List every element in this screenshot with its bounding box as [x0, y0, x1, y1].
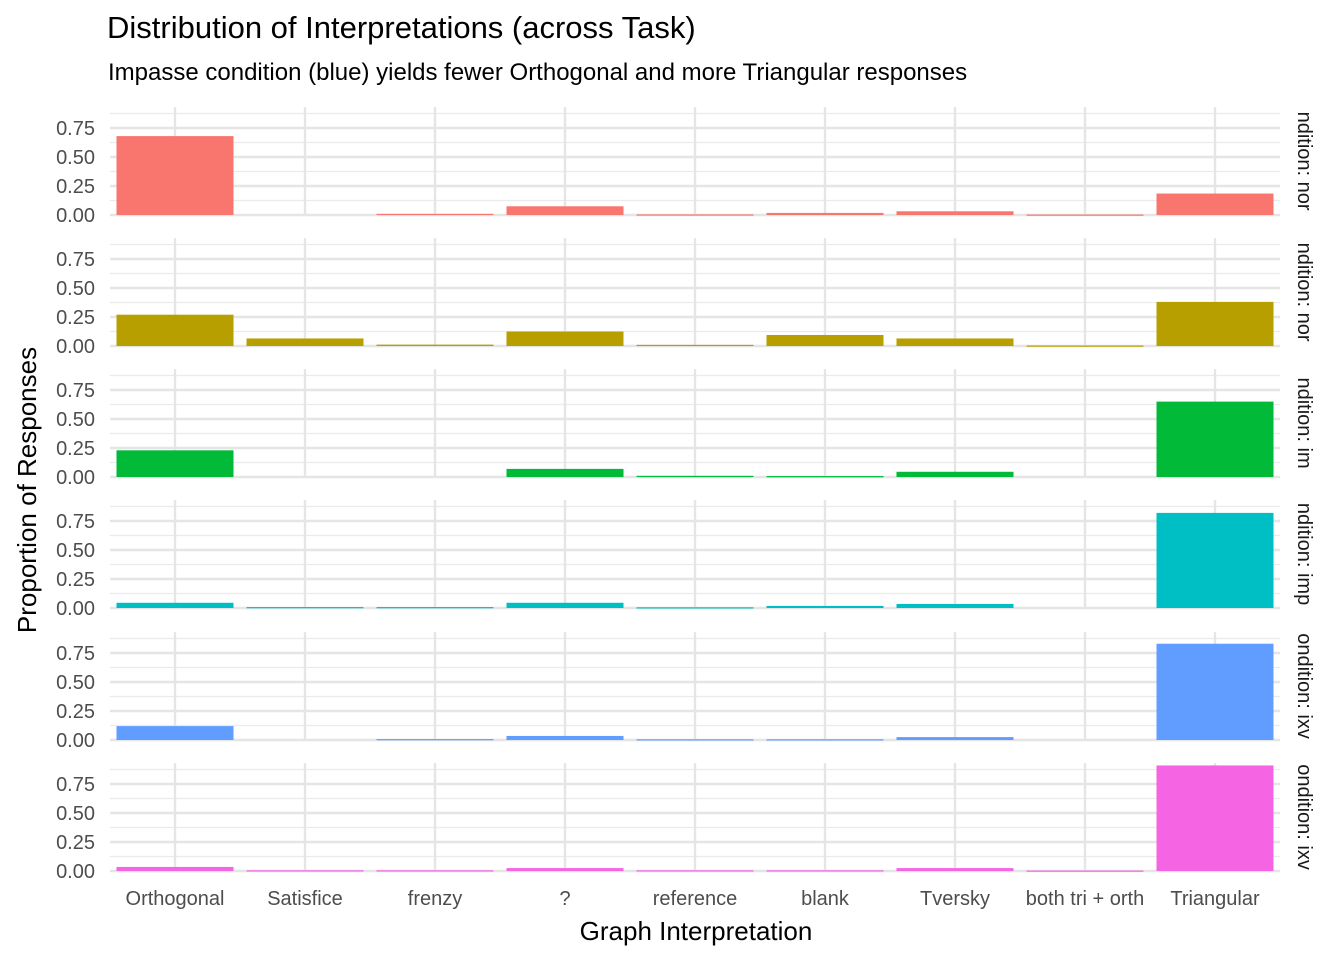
- facet-strip-label: ndition: imp: [1293, 503, 1315, 605]
- y-tick-label: 0.50: [56, 803, 95, 825]
- facet-panel: 0.00 0.25 0.50 0.75 ondition: ixv: [56, 632, 1315, 752]
- chart-subtitle: Impasse condition (blue) yields fewer Or…: [108, 59, 968, 86]
- bar: [376, 739, 494, 741]
- bar: [636, 607, 754, 609]
- bar: [246, 338, 364, 346]
- bar: [896, 471, 1014, 477]
- bar: [1156, 643, 1274, 740]
- x-tick-label: Orthogonal: [126, 888, 225, 910]
- y-tick-label: 0.75: [56, 511, 95, 533]
- y-tick-label: 0.00: [56, 598, 95, 620]
- facet-panel: 0.00 0.25 0.50 0.75 ndition: nor: [56, 238, 1315, 358]
- y-tick-label: 0.75: [56, 249, 95, 271]
- bar: [506, 868, 624, 871]
- bar: [506, 331, 624, 346]
- bar: [896, 868, 1014, 871]
- y-tick-label: 0.75: [56, 774, 95, 796]
- bar: [896, 737, 1014, 740]
- x-tick-label: Triangular: [1170, 888, 1260, 910]
- x-tick-label: Tversky: [920, 888, 990, 910]
- bar: [766, 870, 884, 872]
- x-axis-title: Graph Interpretation: [580, 916, 813, 946]
- y-tick-label: 0.00: [56, 205, 95, 227]
- bar: [636, 870, 754, 872]
- bar: [766, 334, 884, 346]
- x-tick-label: ?: [559, 888, 570, 910]
- bar: [636, 214, 754, 216]
- bar: [116, 726, 234, 740]
- bar: [1026, 345, 1144, 347]
- facet-panel: 0.00 0.25 0.50 0.75 ndition: imp: [56, 500, 1315, 620]
- bar: [116, 450, 234, 477]
- bar: [376, 213, 494, 216]
- bar: [376, 870, 494, 872]
- bar: [766, 476, 884, 478]
- bar: [1156, 301, 1274, 346]
- y-axis-title: Proportion of Responses: [12, 347, 42, 633]
- y-tick-label: 0.25: [56, 176, 95, 198]
- y-tick-label: 0.25: [56, 307, 95, 329]
- y-tick-label: 0.75: [56, 118, 95, 140]
- bar: [506, 206, 624, 215]
- facet-strip-label: ndition: nor: [1293, 112, 1315, 211]
- bar: [896, 211, 1014, 215]
- bar: [246, 607, 364, 609]
- bar: [766, 605, 884, 608]
- bar: [506, 602, 624, 608]
- y-tick-label: 0.25: [56, 701, 95, 723]
- y-tick-label: 0.00: [56, 467, 95, 489]
- x-tick-label: both tri + orth: [1026, 888, 1144, 910]
- y-tick-label: 0.50: [56, 409, 95, 431]
- y-tick-label: 0.50: [56, 278, 95, 300]
- bar: [116, 866, 234, 871]
- bar: [766, 739, 884, 741]
- bar: [506, 735, 624, 740]
- facet-panel: 0.00 0.25 0.50 0.75 ondition: ixv: [56, 763, 1315, 883]
- bar: [1026, 214, 1144, 216]
- x-tick-label: Satisfice: [267, 888, 343, 910]
- bar: [896, 603, 1014, 608]
- y-tick-label: 0.50: [56, 147, 95, 169]
- bar: [116, 136, 234, 215]
- x-axis: Orthogonal Satisfice frenzy? reference blank…: [126, 888, 1260, 910]
- y-tick-label: 0.25: [56, 569, 95, 591]
- bar: [1026, 870, 1144, 872]
- x-tick-label: blank: [801, 888, 850, 910]
- bar: [1156, 401, 1274, 477]
- x-tick-label: frenzy: [408, 888, 462, 910]
- bar: [1156, 512, 1274, 608]
- bar: [116, 314, 234, 346]
- bar: [376, 344, 494, 346]
- bar: [1156, 193, 1274, 215]
- facet-panel: 0.00 0.25 0.50 0.75 ndition: nor: [56, 107, 1315, 227]
- y-tick-label: 0.25: [56, 438, 95, 460]
- facet-strip-label: ondition: ixv: [1293, 633, 1315, 739]
- facet-strip-label: ondition: ixv: [1293, 764, 1315, 870]
- y-tick-label: 0.00: [56, 861, 95, 883]
- chart-title: Distribution of Interpretations (across …: [107, 10, 696, 45]
- bar: [246, 870, 364, 872]
- bar: [636, 475, 754, 478]
- y-tick-label: 0.00: [56, 730, 95, 752]
- y-tick-label: 0.50: [56, 672, 95, 694]
- y-tick-label: 0.75: [56, 643, 95, 665]
- facet-panel: 0.00 0.25 0.50 0.75 ndition: im: [56, 369, 1315, 489]
- bar: [1156, 765, 1274, 871]
- x-tick-label: reference: [653, 888, 738, 910]
- bar: [116, 602, 234, 608]
- y-tick-label: 0.00: [56, 336, 95, 358]
- y-tick-label: 0.50: [56, 540, 95, 562]
- bar: [506, 468, 624, 477]
- facets-layer: 0.00 0.25 0.50 0.75 ndition: nor 0.00 0.25 0.50…: [56, 107, 1315, 883]
- bar: [896, 338, 1014, 346]
- y-tick-label: 0.75: [56, 380, 95, 402]
- bar: [636, 739, 754, 741]
- facet-strip-label: ndition: im: [1293, 377, 1315, 468]
- bar: [636, 344, 754, 347]
- bar: [376, 607, 494, 609]
- y-tick-label: 0.25: [56, 832, 95, 854]
- bar: [766, 212, 884, 215]
- facet-strip-label: ndition: nor: [1293, 243, 1315, 342]
